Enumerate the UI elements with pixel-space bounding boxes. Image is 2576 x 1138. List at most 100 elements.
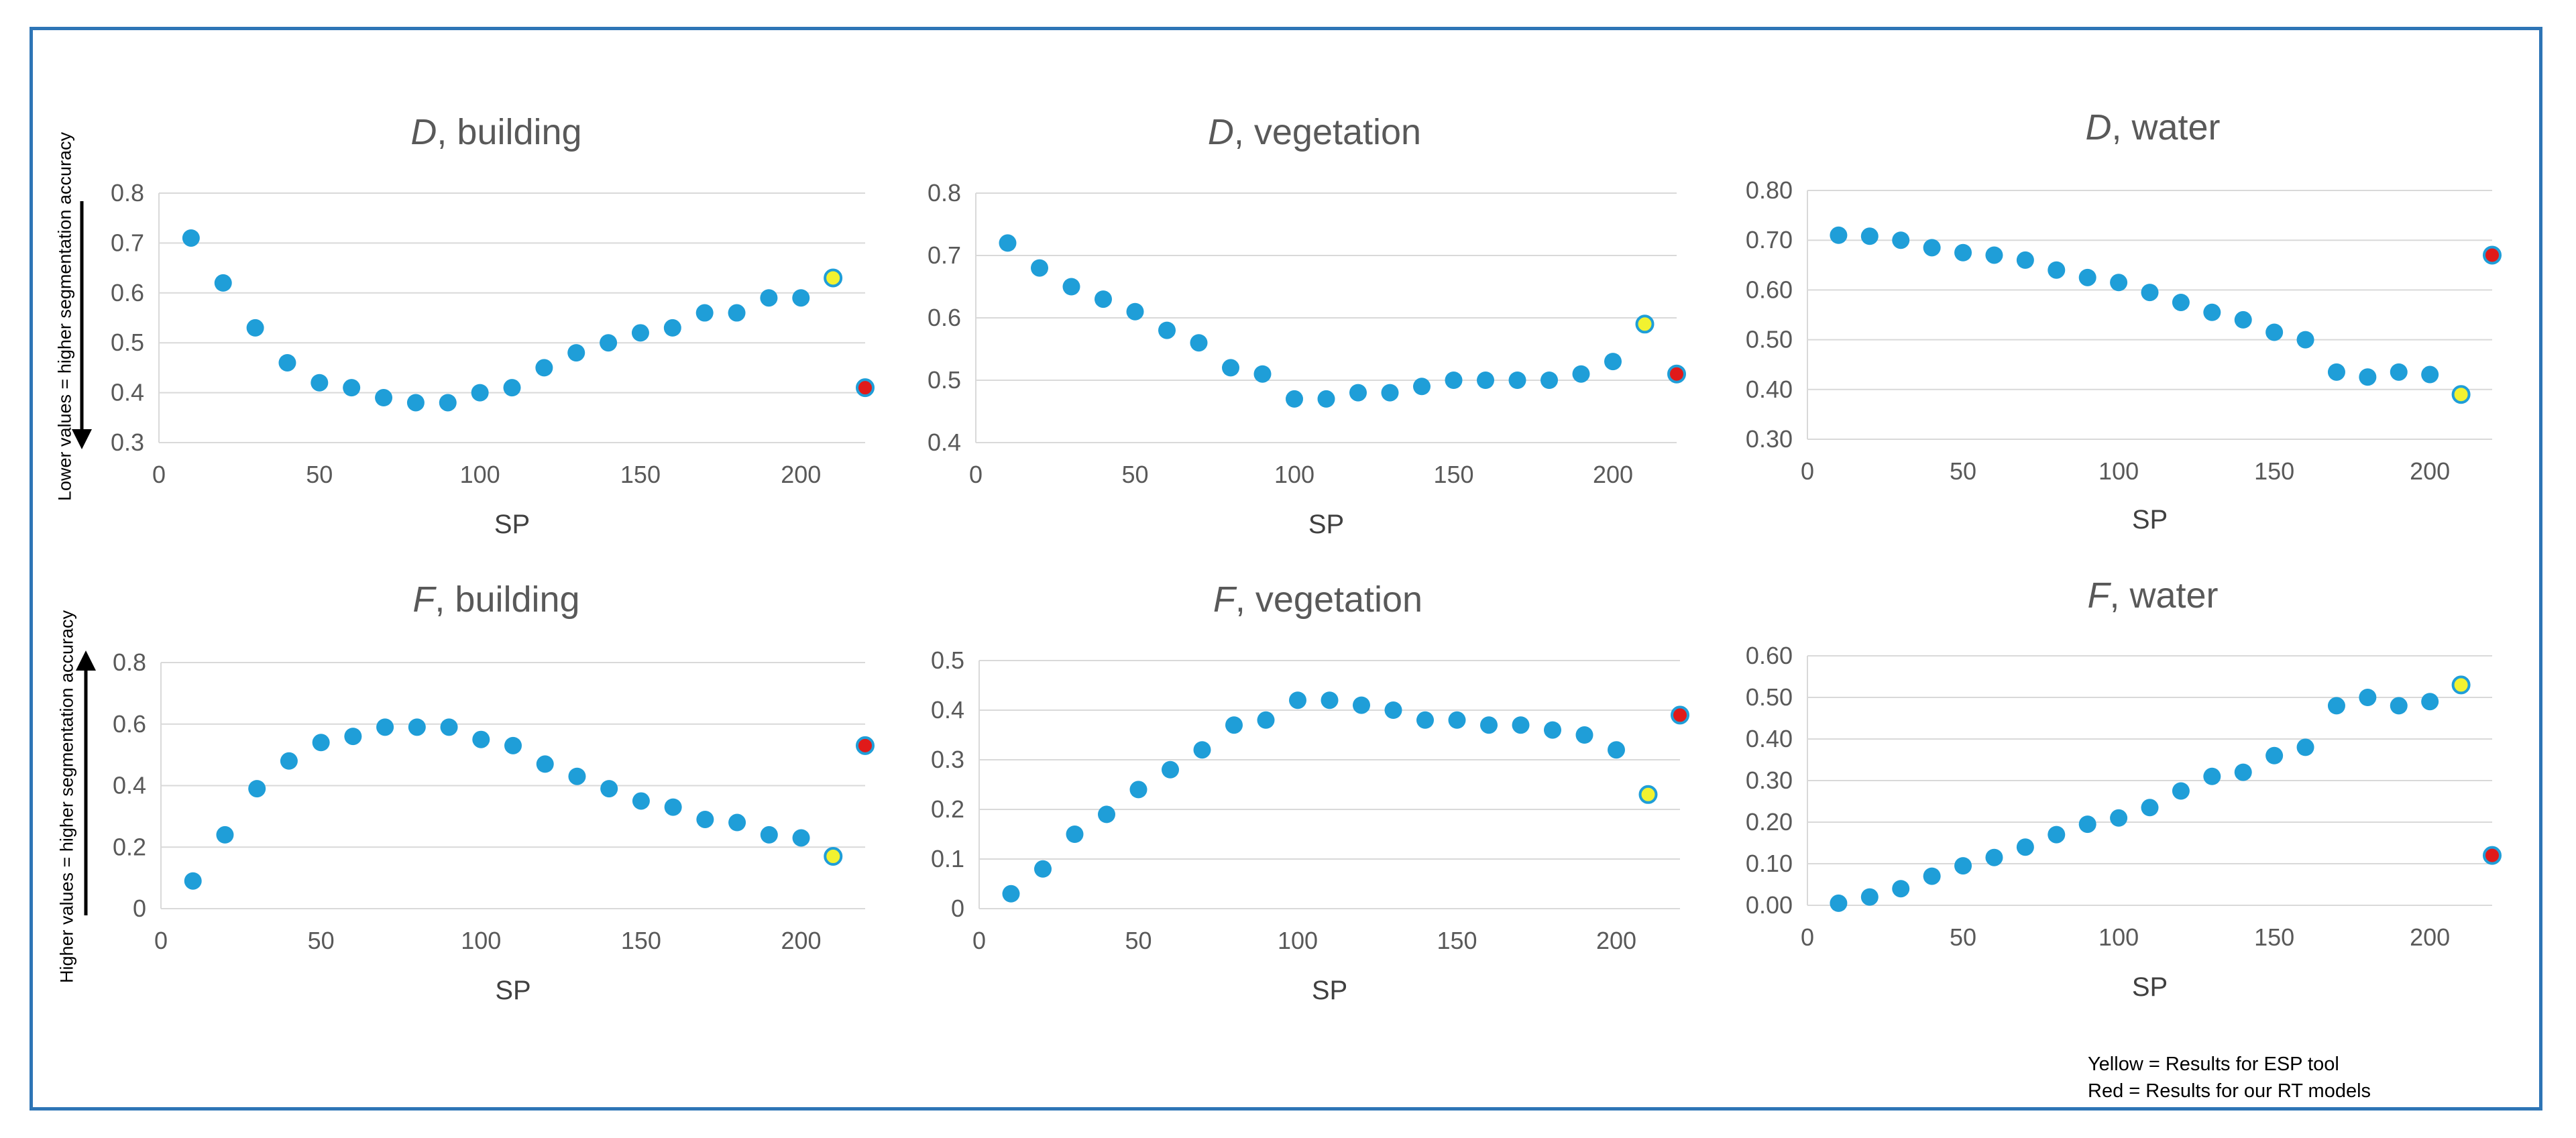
- data-point: [1349, 384, 1367, 402]
- data-point: [1384, 701, 1402, 719]
- data-point: [375, 389, 393, 407]
- x-tick-label: 50: [308, 927, 335, 954]
- data-point: [999, 234, 1017, 252]
- data-point: [1512, 716, 1530, 734]
- chart-title-symbol: F: [412, 579, 437, 620]
- data-point: [1031, 259, 1048, 277]
- data-point: [760, 289, 778, 307]
- data-point: [760, 826, 778, 844]
- rt-point: [1671, 705, 1689, 725]
- data-point: [1608, 741, 1625, 759]
- chart-title-text: , building: [437, 112, 581, 152]
- data-point: [2296, 331, 2314, 349]
- data-point: [471, 384, 489, 402]
- data-point: [1062, 278, 1080, 296]
- chart-1: D, building 0.3 0.4 0.5 0.6 0.7 0.8 0 50 100 150 20…: [111, 112, 875, 539]
- data-point: [695, 304, 714, 322]
- x-axis-label: SP: [2132, 972, 2168, 1002]
- data-point: [1286, 390, 1303, 408]
- data-point: [1892, 880, 1910, 898]
- data-point: [1158, 321, 1176, 339]
- x-tick-label: 0: [1801, 923, 1814, 951]
- data-point: [2203, 767, 2221, 785]
- data-point: [1321, 691, 1339, 709]
- data-point: [696, 810, 714, 828]
- x-tick-label: 100: [2098, 923, 2139, 951]
- data-point: [2203, 303, 2221, 321]
- x-tick-label: 100: [1278, 927, 1318, 954]
- data-point: [440, 718, 458, 736]
- chart-title-text: , building: [435, 579, 579, 620]
- data-point: [1289, 691, 1306, 709]
- x-tick-label: 150: [1437, 927, 1477, 954]
- data-point: [2421, 693, 2439, 711]
- side-label-higher-better: Higher values = higher segmentation accu…: [56, 610, 77, 984]
- data-point: [2016, 838, 2034, 856]
- data-point: [1575, 726, 1593, 744]
- esp-point: [2451, 385, 2471, 404]
- rt-point: [1667, 364, 1686, 384]
- data-point: [1002, 885, 1020, 903]
- data-point: [2421, 365, 2439, 384]
- y-tick-label: 0.8: [111, 179, 144, 207]
- data-point: [2141, 284, 2159, 302]
- chart-title: D, vegetation: [1208, 112, 1421, 152]
- y-tick-label: 0.50: [1746, 683, 1793, 711]
- data-point: [406, 394, 425, 412]
- x-tick-label: 50: [1121, 461, 1148, 488]
- rt-point: [856, 378, 875, 398]
- data-point: [344, 728, 362, 746]
- x-tick-label: 150: [2254, 923, 2294, 951]
- data-point: [1126, 302, 1144, 321]
- x-tick-label: 200: [781, 461, 821, 488]
- data-point: [1190, 334, 1208, 352]
- chart-title-text: , water: [2111, 107, 2220, 148]
- data-point: [184, 872, 202, 890]
- data-point: [631, 324, 649, 342]
- data-point: [1381, 384, 1399, 402]
- data-point: [792, 289, 810, 307]
- chart-title: F, vegetation: [1213, 579, 1422, 620]
- data-point: [1892, 231, 1910, 249]
- data-point: [311, 374, 329, 392]
- data-point: [663, 319, 681, 337]
- data-point: [182, 229, 200, 247]
- chart-title: D, building: [410, 112, 581, 152]
- y-tick-label: 0.60: [1746, 276, 1793, 303]
- x-axis-label: SP: [1308, 510, 1344, 539]
- data-point: [2048, 826, 2066, 844]
- y-tick-label: 0.4: [113, 772, 146, 799]
- data-point: [439, 394, 457, 412]
- y-tick-label: 0.00: [1746, 891, 1793, 919]
- chart-title-text: , vegetation: [1235, 579, 1422, 620]
- data-point: [2234, 310, 2252, 329]
- data-point: [280, 752, 298, 770]
- data-point: [2359, 368, 2377, 386]
- data-point: [1257, 711, 1275, 729]
- data-point: [2327, 363, 2345, 381]
- data-point: [2110, 809, 2128, 827]
- data-point: [216, 826, 234, 844]
- chart-title-symbol: D: [410, 112, 437, 152]
- y-tick-label: 0.6: [111, 279, 144, 306]
- x-tick-label: 100: [1274, 461, 1314, 488]
- data-point: [2172, 293, 2190, 311]
- x-axis-label: SP: [1312, 976, 1347, 1005]
- esp-point: [2451, 675, 2471, 695]
- x-tick-label: 150: [1433, 461, 1473, 488]
- data-point: [664, 798, 682, 816]
- x-tick-label: 50: [1950, 923, 1976, 951]
- y-tick-label: 0.80: [1746, 176, 1793, 204]
- y-tick-label: 0.3: [111, 429, 144, 456]
- data-point: [1066, 826, 1084, 843]
- data-point: [1225, 716, 1243, 734]
- data-point: [1448, 711, 1466, 729]
- data-point: [2327, 697, 2345, 715]
- data-point: [2359, 689, 2377, 706]
- x-tick-label: 200: [2410, 923, 2450, 951]
- y-tick-label: 0.5: [931, 646, 964, 674]
- data-point: [1034, 860, 1052, 878]
- chart-title-symbol: D: [2085, 107, 2111, 148]
- data-point: [1162, 760, 1179, 779]
